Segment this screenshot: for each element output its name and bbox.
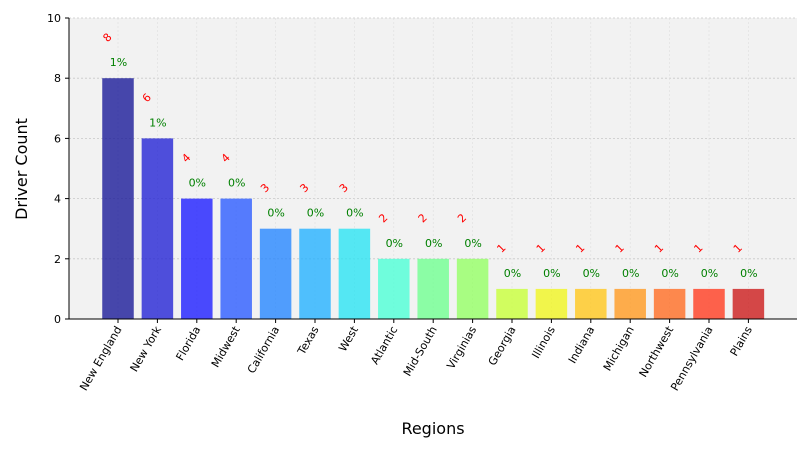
bar-atlantic <box>378 258 410 319</box>
x-ticks-group: New England New York Florida Midwest Califor… <box>77 319 755 393</box>
bar-indiana <box>575 288 607 319</box>
percent-label: 0% <box>464 237 481 250</box>
x-tick-label: Atlantic <box>368 324 400 367</box>
percent-label: 0% <box>701 267 718 280</box>
bar-new-england <box>102 78 134 319</box>
x-axis-title: Regions <box>401 419 464 438</box>
bar-illinois <box>535 288 568 319</box>
bar-plains <box>732 288 765 319</box>
x-tick-label: Georgia <box>486 324 519 368</box>
percent-label: 0% <box>386 237 403 250</box>
x-tick-label: New England <box>77 324 124 393</box>
x-tick-label: Midwest <box>209 323 243 369</box>
bar-pennsylvania <box>693 288 725 319</box>
y-tick-label: 4 <box>54 193 61 206</box>
x-tick-label: California <box>245 324 282 376</box>
bar-georgia <box>496 288 528 319</box>
y-tick-label: 2 <box>54 253 61 266</box>
x-tick-label: Plains <box>728 324 755 359</box>
percent-label: 0% <box>189 177 206 190</box>
x-tick-label: Illinois <box>529 324 558 361</box>
y-axis-title: Driver Count <box>12 118 31 220</box>
x-tick-label: Northwest <box>637 323 677 379</box>
x-tick-label: Virginias <box>444 324 479 372</box>
percent-label: 1% <box>149 116 166 129</box>
bar-texas <box>299 228 331 319</box>
percent-label: 0% <box>307 207 324 220</box>
x-tick-label: New York <box>128 323 165 374</box>
y-tick-label: 0 <box>54 313 61 326</box>
percent-label: 0% <box>661 267 678 280</box>
bar-california <box>259 228 292 319</box>
bar-michigan <box>614 288 646 319</box>
percent-label: 0% <box>622 267 639 280</box>
x-tick-label: Indiana <box>566 324 598 366</box>
bar-florida <box>181 198 213 319</box>
x-tick-label: Pennsylvania <box>668 324 715 393</box>
y-tick-label: 10 <box>47 12 61 25</box>
percent-label: 0% <box>504 267 521 280</box>
bars-group <box>102 78 765 319</box>
percent-label: 0% <box>346 207 363 220</box>
percent-label: 1% <box>110 56 127 69</box>
x-tick-label: Michigan <box>601 324 637 373</box>
bar-new-york <box>141 138 174 319</box>
bar-west <box>338 228 371 319</box>
percent-label: 0% <box>543 267 560 280</box>
y-tick-label: 6 <box>54 132 61 145</box>
x-tick-label: Mid-South <box>401 324 440 379</box>
percent-label: 0% <box>228 177 245 190</box>
bar-mid-south <box>417 258 449 319</box>
bar-virginias <box>456 258 489 319</box>
y-tick-label: 8 <box>54 72 61 85</box>
x-tick-label: West <box>336 323 361 354</box>
percent-label: 0% <box>425 237 442 250</box>
percent-label: 0% <box>583 267 600 280</box>
bar-northwest <box>653 288 686 319</box>
percent-label: 0% <box>740 267 757 280</box>
x-tick-label: Florida <box>173 324 203 363</box>
y-ticks-group: 0 2 4 6 8 10 <box>47 12 69 326</box>
percent-label: 0% <box>267 207 284 220</box>
x-tick-label: Texas <box>295 324 322 358</box>
bar-midwest <box>220 198 252 319</box>
